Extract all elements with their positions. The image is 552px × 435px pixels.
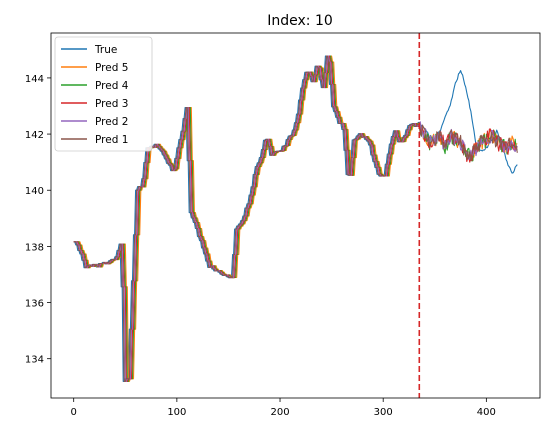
y-tick-label: 140 [25,186,44,197]
chart-title: Index: 10 [267,13,333,29]
series-line-pred-2 [73,55,518,382]
legend-box [54,36,153,152]
legend-label: Pred 4 [95,80,129,92]
legend-label: Pred 2 [95,116,128,128]
x-tick-label: 300 [374,407,393,418]
legend-label: Pred 1 [95,134,128,146]
y-tick-label: 136 [25,299,44,310]
y-tick-label: 138 [25,242,44,253]
y-tick-label: 142 [25,130,44,141]
legend-label: Pred 5 [95,62,128,74]
y-tick-label: 134 [25,355,44,366]
legend-label: True [94,44,117,56]
x-tick-label: 0 [71,407,77,418]
axes-frame [50,32,541,399]
y-tick-label: 144 [25,74,44,85]
legend-label: Pred 3 [95,98,128,110]
x-tick-label: 400 [477,407,496,418]
x-tick-label: 200 [270,407,289,418]
legend: True Pred 5 Pred 4 Pred 3 Pred 2 Pred 1 [54,36,153,152]
x-tick-label: 100 [167,407,186,418]
axes: 0 100 200 300 400 134 136 138 140 142 144 [25,32,541,418]
